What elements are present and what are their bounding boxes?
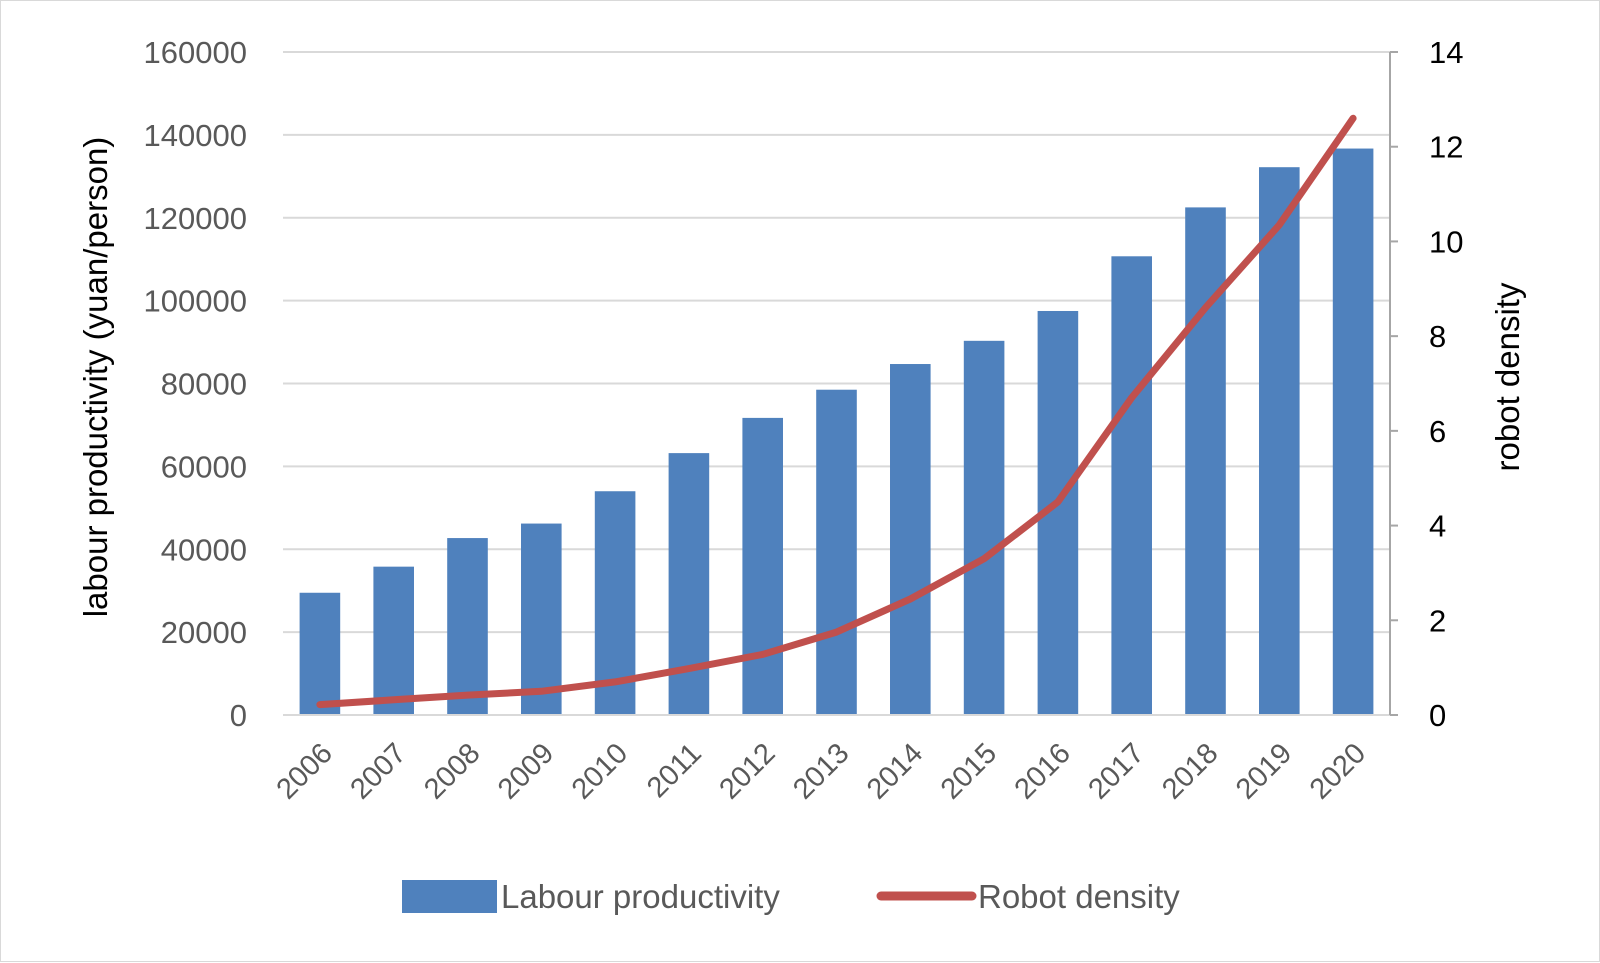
left-tick-label: 40000 [161,532,247,567]
left-axis-title: labour productivity (yuan/person) [77,137,114,618]
right-axis-title: robot density [1489,282,1526,471]
x-tick-label: 2019 [1230,737,1298,805]
right-tick-label: 0 [1429,698,1446,733]
x-tick-label: 2012 [713,737,781,805]
right-tick-label: 4 [1429,509,1446,544]
right-tick-label: 12 [1429,130,1463,165]
bar-2006 [300,593,341,715]
x-tick-label: 2008 [418,737,486,805]
x-tick-label: 2010 [566,737,634,805]
x-tick-label: 2007 [344,737,412,805]
right-tick-label: 2 [1429,603,1446,638]
bar-2014 [890,364,931,715]
x-tick-label: 2013 [787,737,855,805]
bar-2015 [964,341,1005,715]
right-tick-label: 14 [1429,35,1463,70]
left-tick-label: 160000 [144,35,247,70]
x-tick-label: 2014 [861,737,929,805]
right-axis-ticks: 0 2 4 6 8 10 12 14 [1390,35,1463,733]
bar-2013 [816,390,857,715]
left-tick-label: 60000 [161,449,247,484]
right-tick-label: 8 [1429,319,1446,354]
bar-2012 [742,418,783,715]
bar-2018 [1185,207,1226,715]
legend-label-labour-productivity: Labour productivity [501,878,780,915]
left-tick-label: 20000 [161,615,247,650]
legend: Labour productivity Robot density [402,878,1180,915]
left-tick-label: 0 [230,698,247,733]
x-tick-label: 2015 [935,737,1003,805]
left-tick-label: 80000 [161,367,247,402]
x-tick-label: 2018 [1156,737,1224,805]
left-tick-label: 120000 [144,201,247,236]
bar-2017 [1111,256,1152,715]
x-tick-label: 2006 [271,737,339,805]
left-tick-label: 140000 [144,118,247,153]
x-tick-label: 2016 [1009,737,1077,805]
legend-swatch-labour-productivity [402,880,497,913]
right-tick-label: 6 [1429,414,1446,449]
x-tick-label: 2017 [1082,737,1150,805]
left-tick-label: 100000 [144,284,247,319]
legend-label-robot-density: Robot density [978,878,1180,915]
x-tick-label: 2009 [492,737,560,805]
x-tick-label: 2020 [1304,737,1372,805]
bar-2020 [1333,149,1374,715]
bar-2007 [373,567,414,715]
bar-2011 [669,453,710,715]
x-tick-label: 2011 [641,737,708,804]
bar-2019 [1259,167,1300,715]
bar-2008 [447,538,488,715]
right-tick-label: 10 [1429,224,1463,259]
left-axis-ticks: 0 20000 40000 60000 80000 100000 120000 140000 1… [144,35,247,733]
